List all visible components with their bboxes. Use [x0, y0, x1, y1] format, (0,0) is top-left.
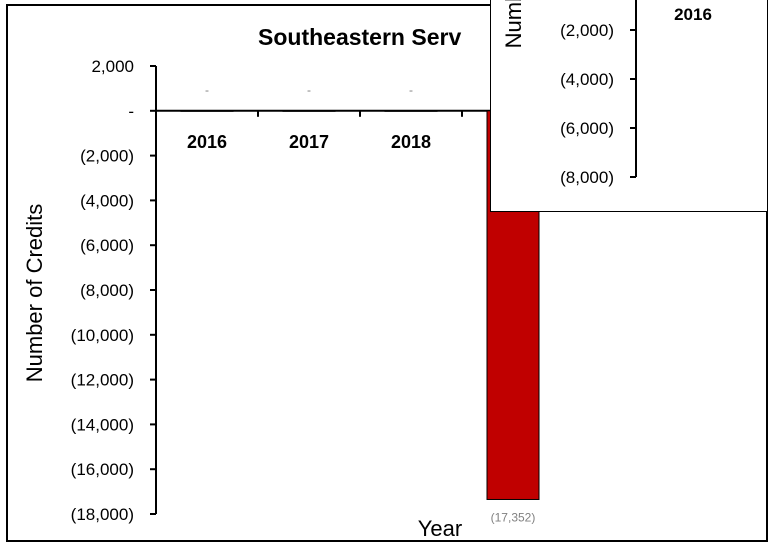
- y-tick-label: (6,000): [80, 236, 134, 255]
- overlay-y-axis-label: Numb: [501, 0, 526, 48]
- overlay-y-tick-label: (4,000): [560, 70, 614, 89]
- overlay-plot-area: (2,000) (4,000) (6,000) (8,000) 2016: [560, 0, 712, 187]
- y-tick-label: (8,000): [80, 281, 134, 300]
- overlay-chart: Numb (2,000) (4,000) (6,000) (8,000) 2016: [501, 0, 712, 187]
- bar: [180, 110, 234, 112]
- y-tick-label: (14,000): [71, 415, 134, 434]
- chart-panel-overlay: Numb (2,000) (4,000) (6,000) (8,000) 2016: [490, 0, 768, 212]
- x-axis-label: Year: [418, 516, 462, 540]
- data-label: -: [205, 83, 209, 97]
- overlay-x-tick-label: 2016: [674, 5, 712, 24]
- overlay-y-tick-label: (2,000): [560, 21, 614, 40]
- overlay-y-tick-label: (6,000): [560, 119, 614, 138]
- bar: [282, 110, 336, 112]
- y-tick-label: (2,000): [80, 147, 134, 166]
- y-tick-label: (12,000): [71, 371, 134, 390]
- x-tick-label: 2016: [187, 132, 227, 152]
- y-tick-label: (10,000): [71, 326, 134, 345]
- x-tick-label: 2017: [289, 132, 329, 152]
- data-label: -: [307, 83, 311, 97]
- y-axis-label: Number of Credits: [22, 204, 47, 383]
- y-tick-label: (16,000): [71, 460, 134, 479]
- x-tick-label: 2018: [391, 132, 431, 152]
- chart-title: Southeastern Serv: [258, 24, 461, 50]
- y-tick-label: (4,000): [80, 191, 134, 210]
- data-label: -: [409, 83, 413, 97]
- data-label: (17,352): [491, 510, 536, 524]
- y-tick-label: -: [128, 102, 134, 121]
- overlay-y-tick-label: (8,000): [560, 168, 614, 187]
- y-tick-label: (18,000): [71, 505, 134, 524]
- bar: [384, 110, 438, 112]
- y-tick-label: 2,000: [91, 57, 134, 76]
